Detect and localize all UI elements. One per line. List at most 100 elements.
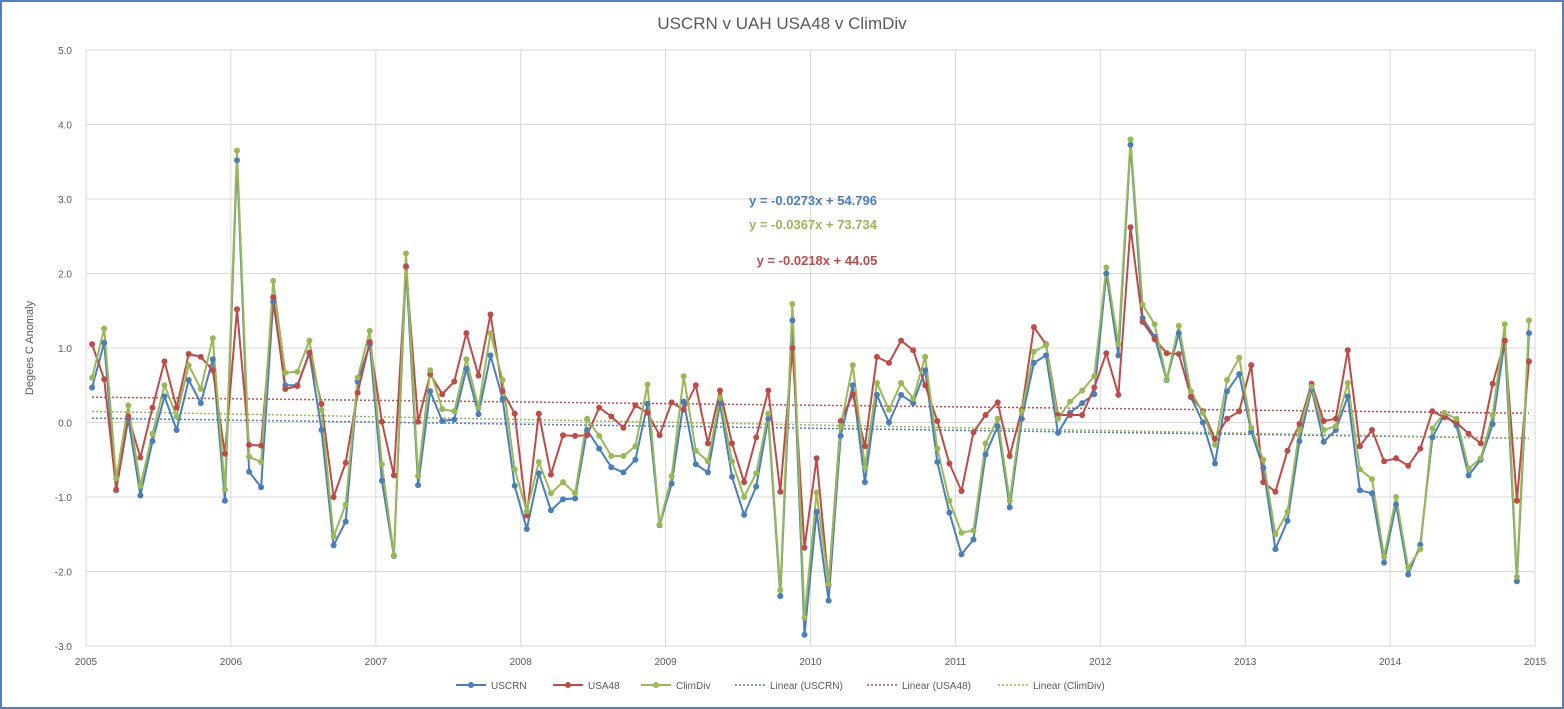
data-point xyxy=(958,529,965,536)
data-point xyxy=(1393,455,1400,462)
data-point xyxy=(680,373,687,380)
data-point xyxy=(1091,391,1098,398)
data-point xyxy=(1260,479,1267,486)
data-point xyxy=(1175,330,1182,337)
data-point xyxy=(1429,434,1436,441)
data-point xyxy=(439,406,446,413)
data-point xyxy=(1513,497,1520,504)
data-point xyxy=(861,479,868,486)
data-point xyxy=(656,432,663,439)
data-point xyxy=(849,382,856,389)
data-point xyxy=(741,479,748,486)
data-point xyxy=(1115,391,1122,398)
data-point xyxy=(849,362,856,369)
data-point xyxy=(185,362,192,369)
data-point xyxy=(354,374,361,381)
data-point xyxy=(294,368,301,375)
data-point xyxy=(330,542,337,549)
y-tick-label: -1.0 xyxy=(55,493,73,504)
data-point xyxy=(1067,398,1074,405)
data-point xyxy=(1405,564,1412,571)
data-point xyxy=(547,507,554,514)
data-point xyxy=(813,489,820,496)
data-point xyxy=(1248,424,1255,431)
data-point xyxy=(1272,546,1279,553)
data-point xyxy=(620,469,627,476)
data-point xyxy=(1030,324,1037,331)
data-point xyxy=(765,415,772,422)
data-point xyxy=(1260,456,1267,463)
data-point xyxy=(161,382,168,389)
data-point xyxy=(644,381,651,388)
data-point xyxy=(789,345,796,351)
data-point xyxy=(342,459,349,466)
data-point xyxy=(1296,427,1303,433)
data-point xyxy=(704,469,711,476)
data-point xyxy=(1429,425,1436,432)
data-point xyxy=(1526,317,1532,324)
data-point xyxy=(1115,341,1122,348)
data-point xyxy=(390,472,397,479)
data-point xyxy=(487,311,494,318)
data-point xyxy=(1006,453,1013,459)
trendlines xyxy=(92,396,1529,440)
data-point xyxy=(294,383,301,389)
data-point xyxy=(161,393,168,400)
data-point xyxy=(366,339,373,345)
data-point xyxy=(608,413,615,420)
data-point xyxy=(1030,359,1037,366)
data-point xyxy=(547,490,554,497)
data-point xyxy=(1417,546,1424,553)
data-point xyxy=(209,335,216,342)
data-point xyxy=(511,466,518,473)
data-point xyxy=(499,388,506,395)
data-point xyxy=(1381,458,1388,465)
data-point xyxy=(729,440,735,447)
data-point xyxy=(1381,553,1388,560)
data-point xyxy=(1441,409,1448,416)
data-point xyxy=(403,263,409,270)
data-point xyxy=(982,412,989,418)
data-point xyxy=(1163,350,1170,357)
data-point xyxy=(1429,408,1436,415)
data-point xyxy=(1284,447,1291,454)
data-point xyxy=(137,482,144,489)
data-point xyxy=(777,488,784,495)
data-point xyxy=(753,434,760,441)
data-point xyxy=(789,317,796,324)
series-line xyxy=(91,226,1530,586)
data-point xyxy=(644,400,651,407)
data-point xyxy=(801,614,808,621)
data-point xyxy=(125,402,132,409)
data-point xyxy=(451,378,458,385)
data-point xyxy=(366,327,373,334)
y-tick-label: 1.0 xyxy=(58,344,72,355)
data-point xyxy=(1369,490,1375,497)
data-point xyxy=(523,526,530,532)
data-point xyxy=(680,406,687,413)
legend: USCRN USA48 ClimDiv Linear (USCRN) Linear (U… xyxy=(456,681,1105,692)
data-point xyxy=(717,394,723,401)
y-tick-label: 5.0 xyxy=(58,46,72,57)
data-point xyxy=(415,482,422,489)
data-point xyxy=(173,427,180,433)
data-point xyxy=(282,369,289,376)
data-point xyxy=(1332,423,1339,430)
data-point xyxy=(1284,517,1291,524)
data-point xyxy=(246,441,253,448)
data-point xyxy=(1030,348,1037,355)
data-point xyxy=(149,430,156,437)
data-point xyxy=(1006,497,1013,504)
data-point xyxy=(572,490,579,497)
data-point xyxy=(1248,362,1255,369)
legend-marker xyxy=(468,682,474,688)
data-point xyxy=(1526,330,1532,337)
equation-climdiv: y = -0.0367x + 73.734 xyxy=(749,217,878,232)
data-point xyxy=(873,391,880,398)
data-point xyxy=(970,429,977,436)
data-point xyxy=(656,521,663,528)
data-point xyxy=(101,339,108,346)
y-tick-label: -3.0 xyxy=(55,642,73,653)
data-point xyxy=(861,443,868,450)
data-point xyxy=(1513,573,1520,580)
